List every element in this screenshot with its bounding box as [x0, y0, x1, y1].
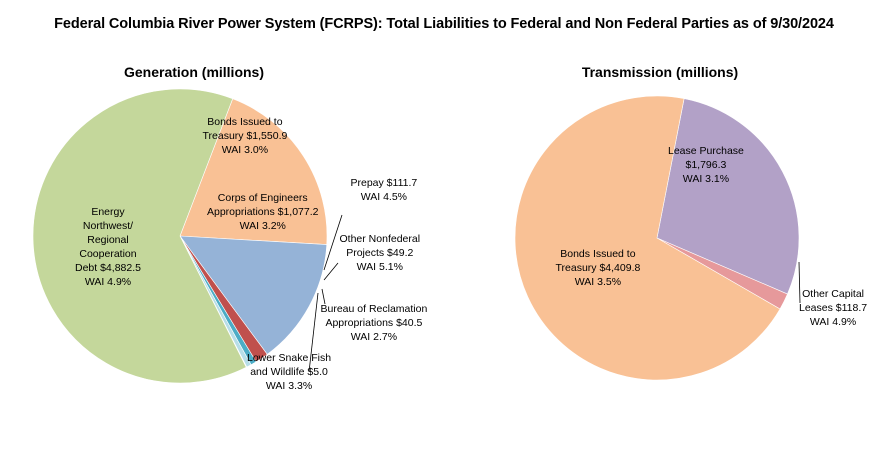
- generation-slice-label-line: Corps of Engineers: [217, 192, 308, 204]
- transmission-slice-label-line: Other Capital: [802, 288, 864, 300]
- generation-leader-line-4: [321, 288, 326, 305]
- generation-slice-label-4: Bureau of Reclamation Appropriations $40.…: [321, 302, 428, 344]
- generation-leader-line-2: [323, 214, 343, 271]
- generation-slice-label-3: Other Nonfederal Projects $49.2 WAI 5.1%: [340, 232, 421, 274]
- transmission-slice-label-line: WAI 3.1%: [682, 173, 730, 185]
- generation-slice-label-line: Appropriations $1,077.2: [207, 206, 319, 218]
- transmission-slice-label-line: Bonds Issued to: [560, 248, 636, 260]
- transmission-leader-line-1: [798, 261, 801, 304]
- generation-slice-label-line: Bonds Issued to: [207, 116, 283, 128]
- generation-slice-label-line: WAI 3.3%: [265, 380, 313, 392]
- transmission-slice-label-line: WAI 3.5%: [574, 276, 622, 288]
- leader-lines: [308, 214, 801, 373]
- transmission-slice-label-line: Leases $118.7: [799, 302, 868, 314]
- generation-slice-label-line: Debt $4,882.5: [75, 262, 141, 274]
- generation-slice-label-0: Bonds Issued to Treasury $1,550.9 WAI 3.0%: [203, 115, 288, 157]
- generation-slice-label-2: Prepay $111.7 WAI 4.5%: [351, 176, 418, 204]
- transmission-slice-label-line: $1,796.3: [685, 159, 727, 171]
- generation-slice-label-line: Appropriations $40.5: [325, 317, 423, 329]
- generation-slice-label-line: Energy: [91, 206, 125, 218]
- generation-slice-label-line: Treasury $1,550.9: [202, 130, 288, 142]
- generation-slice-label-1: Corps of Engineers Appropriations $1,077.…: [207, 191, 319, 233]
- transmission-slice-label-2: Bonds Issued to Treasury $4,409.8 WAI 3.5%: [556, 247, 641, 289]
- generation-slice-label-line: Projects $49.2: [346, 247, 414, 259]
- transmission-chart-title: Transmission (millions): [581, 64, 739, 80]
- transmission-slice-label-0: Lease Purchase $1,796.3 WAI 3.1%: [668, 144, 744, 186]
- generation-leader-line-5: [308, 292, 319, 373]
- generation-slice-label-line: Cooperation: [79, 248, 137, 260]
- transmission-slice-2: [514, 95, 781, 381]
- transmission-slice-label-1: Other Capital Leases $118.7 WAI 4.9%: [799, 287, 867, 329]
- transmission-pie: [514, 95, 800, 381]
- transmission-slice-label-line: WAI 4.9%: [809, 316, 857, 328]
- transmission-slice-label-line: Treasury $4,409.8: [555, 262, 641, 274]
- generation-slice-label-line: Prepay $111.7: [350, 177, 418, 189]
- generation-slice-label-line: WAI 4.5%: [360, 191, 408, 203]
- generation-slice-label-6: Energy Northwest/Regional Cooperation Debt …: [75, 205, 141, 289]
- generation-slice-label-line: Other Nonfederal: [339, 233, 421, 245]
- generation-slice-label-line: WAI 2.7%: [350, 331, 398, 343]
- generation-slice-label-line: WAI 4.9%: [84, 276, 132, 288]
- generation-slice-label-5: Lower Snake Fish and Wildlife $5.0 WAI 3.3…: [247, 351, 331, 393]
- generation-pie: [32, 88, 328, 384]
- generation-slice-1: [179, 235, 328, 355]
- generation-chart-title: Generation (millions): [123, 64, 264, 80]
- transmission-slice-0: [656, 98, 800, 295]
- generation-slice-label-line: and Wildlife $5.0: [250, 366, 328, 378]
- generation-slice-label-line: WAI 5.1%: [356, 261, 403, 273]
- generation-slice-6: [32, 88, 247, 384]
- generation-slice-label-line: Regional: [87, 234, 129, 246]
- generation-leader-line-3: [323, 262, 339, 281]
- generation-slice-label-line: Lower Snake Fish: [247, 352, 332, 364]
- page-title: Federal Columbia River Power System (FCR…: [54, 16, 834, 32]
- generation-slice-0: [179, 98, 328, 245]
- generation-slice-label-line: Northwest/: [82, 220, 134, 232]
- generation-slice-label-line: Bureau of Reclamation: [320, 303, 428, 315]
- generation-slice-label-line: WAI 3.0%: [221, 144, 269, 156]
- generation-slice-label-line: WAI 3.2%: [239, 220, 286, 232]
- transmission-slice-label-line: Lease Purchase: [668, 145, 744, 157]
